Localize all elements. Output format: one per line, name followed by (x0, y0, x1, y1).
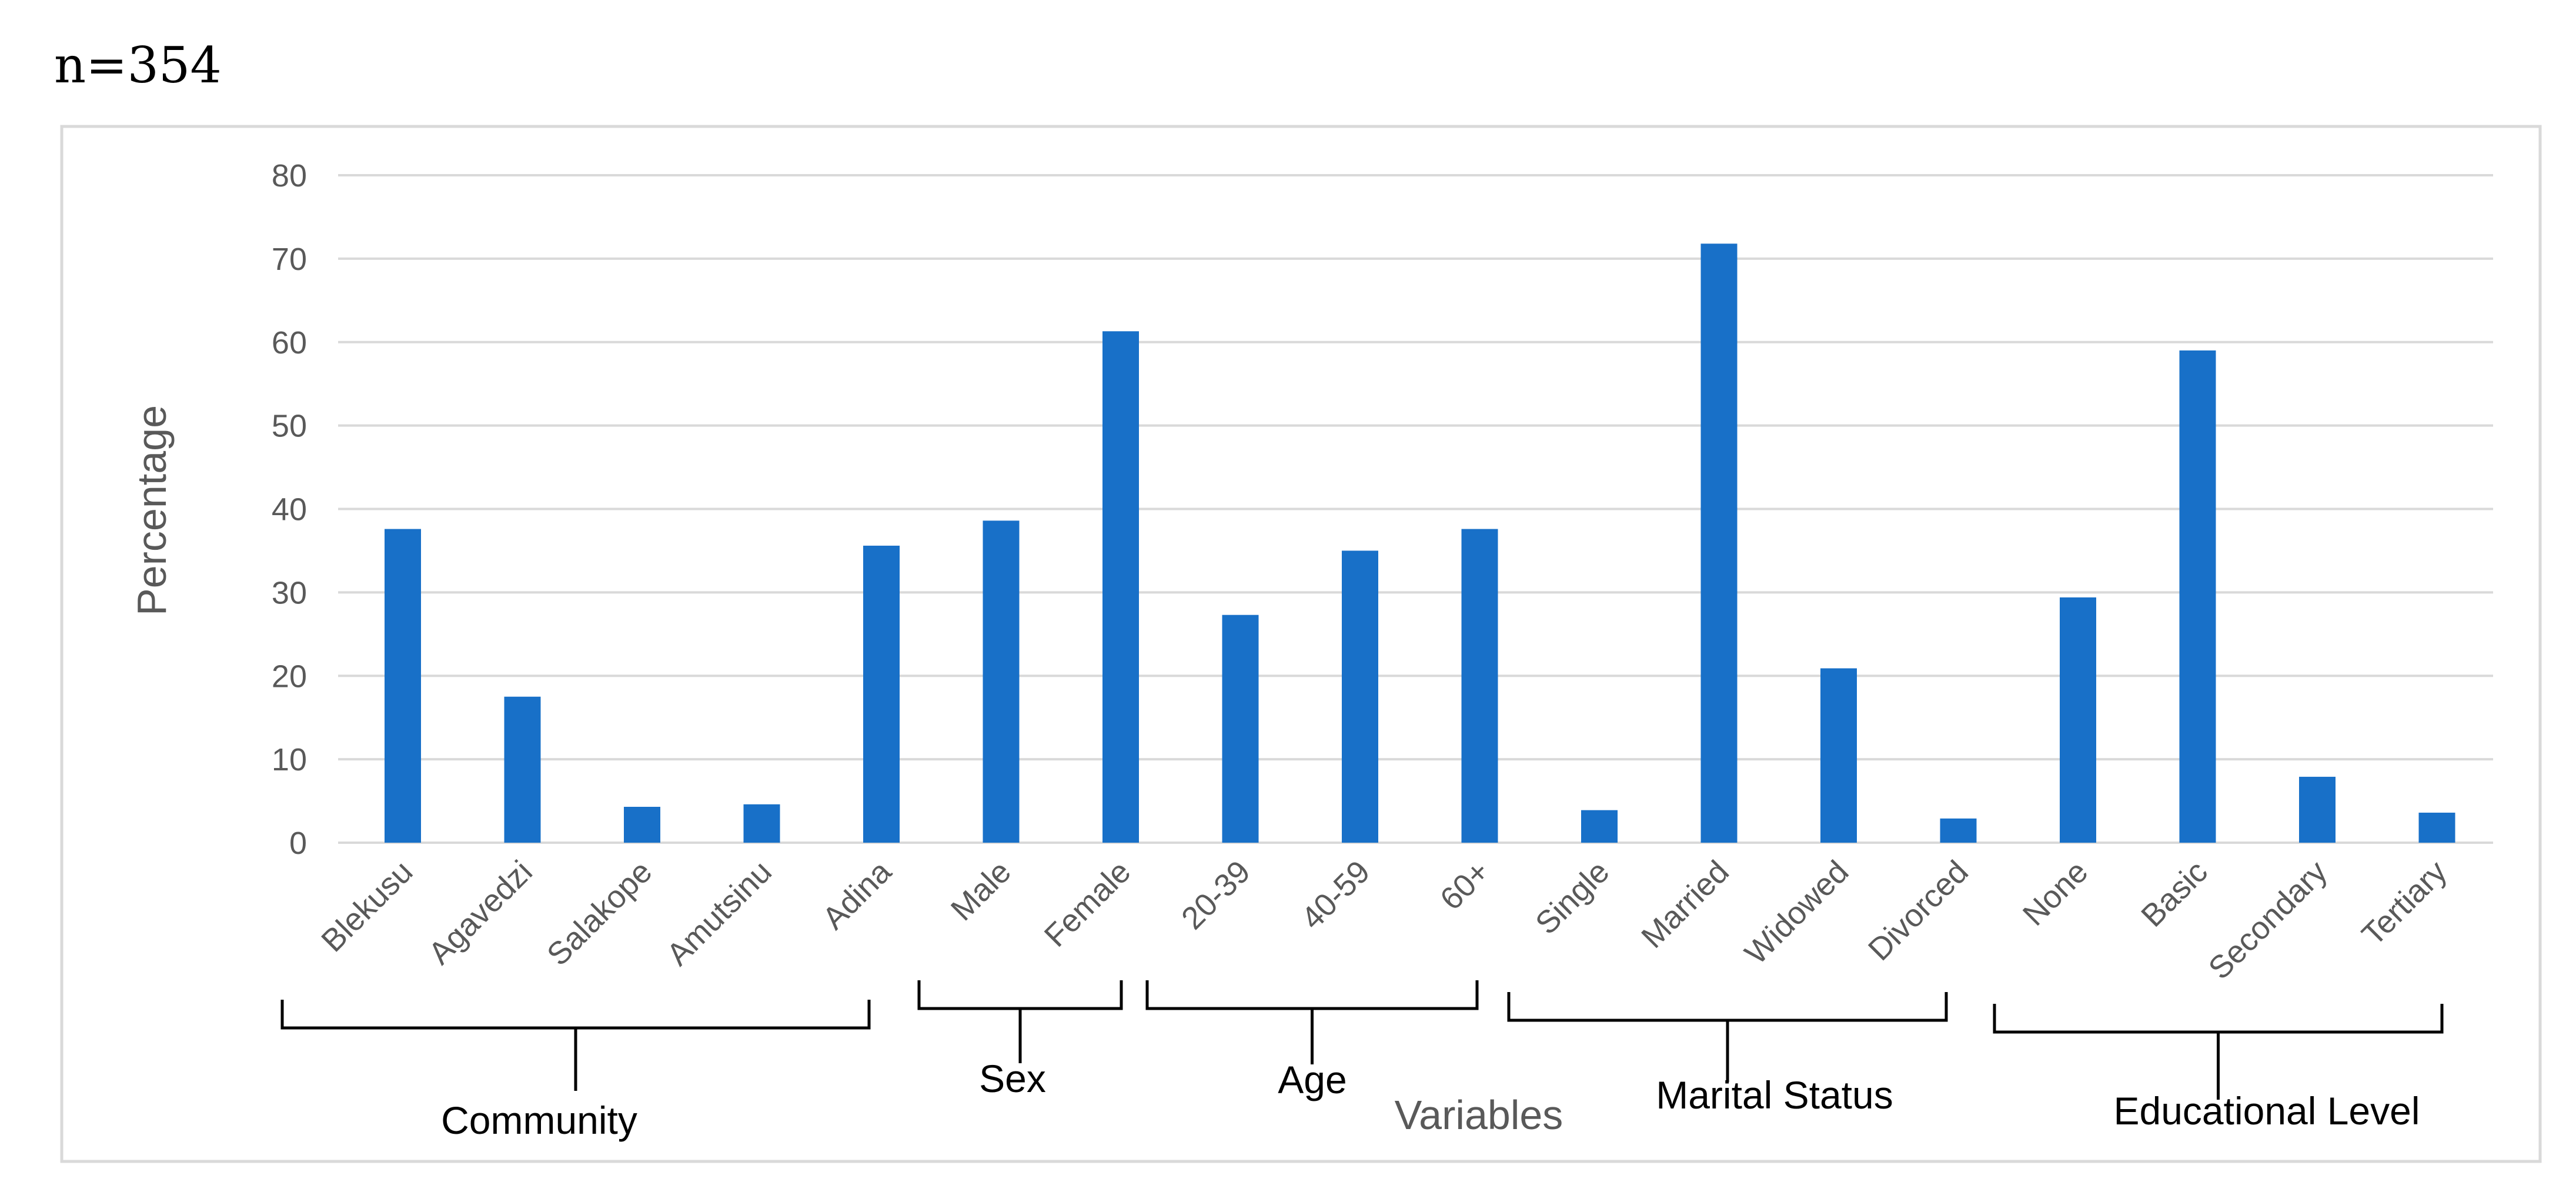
group-label: Community (441, 1098, 637, 1142)
category-labels: Blekusu Agavedzi Salakope Amutsinu Adina Male… (315, 853, 2454, 986)
category-label: Single (1529, 854, 1616, 941)
group-bracket (280, 1000, 871, 1030)
y-tick-label: 20 (272, 659, 307, 694)
y-axis-title: Percentage (129, 405, 175, 616)
category-label: 40-59 (1294, 854, 1376, 936)
bar (504, 696, 541, 843)
category-label: Tertiary (2355, 854, 2454, 953)
category-label: Widowed (1738, 854, 1855, 971)
category-label: Adina (816, 853, 898, 936)
bar (1222, 615, 1259, 843)
y-tick-label: 60 (272, 325, 307, 360)
bar (2299, 776, 2336, 843)
bar (385, 529, 421, 843)
group-bracket (1507, 992, 1948, 1022)
y-tick-label: 30 (272, 575, 307, 610)
group-bracket (1145, 980, 1479, 1010)
y-tick-label: 80 (272, 158, 307, 193)
bar (1461, 529, 1498, 843)
bar (743, 804, 780, 843)
category-label: Secondary (2202, 854, 2334, 986)
category-label: None (2016, 854, 2095, 933)
category-label: Agavedzi (422, 854, 539, 971)
category-label: Salakope (540, 854, 659, 973)
bar (1700, 243, 1738, 843)
bar (1820, 668, 1857, 843)
group-label: Sex (979, 1057, 1046, 1100)
category-label: Married (1635, 854, 1736, 955)
bars (385, 243, 2455, 843)
group-label: Age (1278, 1058, 1347, 1101)
bar (2179, 350, 2216, 843)
bar (1342, 550, 1378, 843)
y-tick-label: 70 (272, 242, 307, 277)
bar (863, 545, 900, 843)
sample-size-note: n=354 (54, 36, 222, 94)
group-label: Marital Status (1656, 1073, 1893, 1117)
bar (2060, 597, 2096, 843)
x-axis-title: Variables (1395, 1092, 1563, 1138)
y-tick-label: 10 (272, 742, 307, 777)
group-bracket (1993, 1004, 2444, 1034)
bar (624, 806, 660, 843)
bar (983, 520, 1020, 843)
bar (1940, 818, 1977, 843)
y-tick-label: 40 (272, 492, 307, 527)
bar (2418, 812, 2455, 843)
category-label: Male (944, 854, 1018, 927)
y-tick-label: 50 (272, 409, 307, 444)
bar (1102, 331, 1139, 843)
category-label: 20-39 (1175, 854, 1257, 936)
category-label: Amutsinu (660, 854, 779, 973)
y-tick-label: 0 (289, 826, 307, 861)
group-brackets: Community Sex Age Marital Status Educational… (280, 980, 2444, 1142)
chart-frame (60, 125, 2542, 1163)
category-label: 60+ (1434, 854, 1496, 917)
category-label: Basic (2134, 854, 2214, 934)
y-axis-ticks: 0 10 20 30 40 50 60 70 80 (272, 158, 307, 861)
gridlines (338, 174, 2493, 844)
group-label: Educational Level (2113, 1089, 2420, 1133)
category-label: Divorced (1862, 854, 1975, 967)
category-label: Blekusu (315, 854, 419, 959)
group-bracket (917, 980, 1123, 1010)
bar (1581, 810, 1618, 843)
category-label: Female (1038, 854, 1138, 954)
